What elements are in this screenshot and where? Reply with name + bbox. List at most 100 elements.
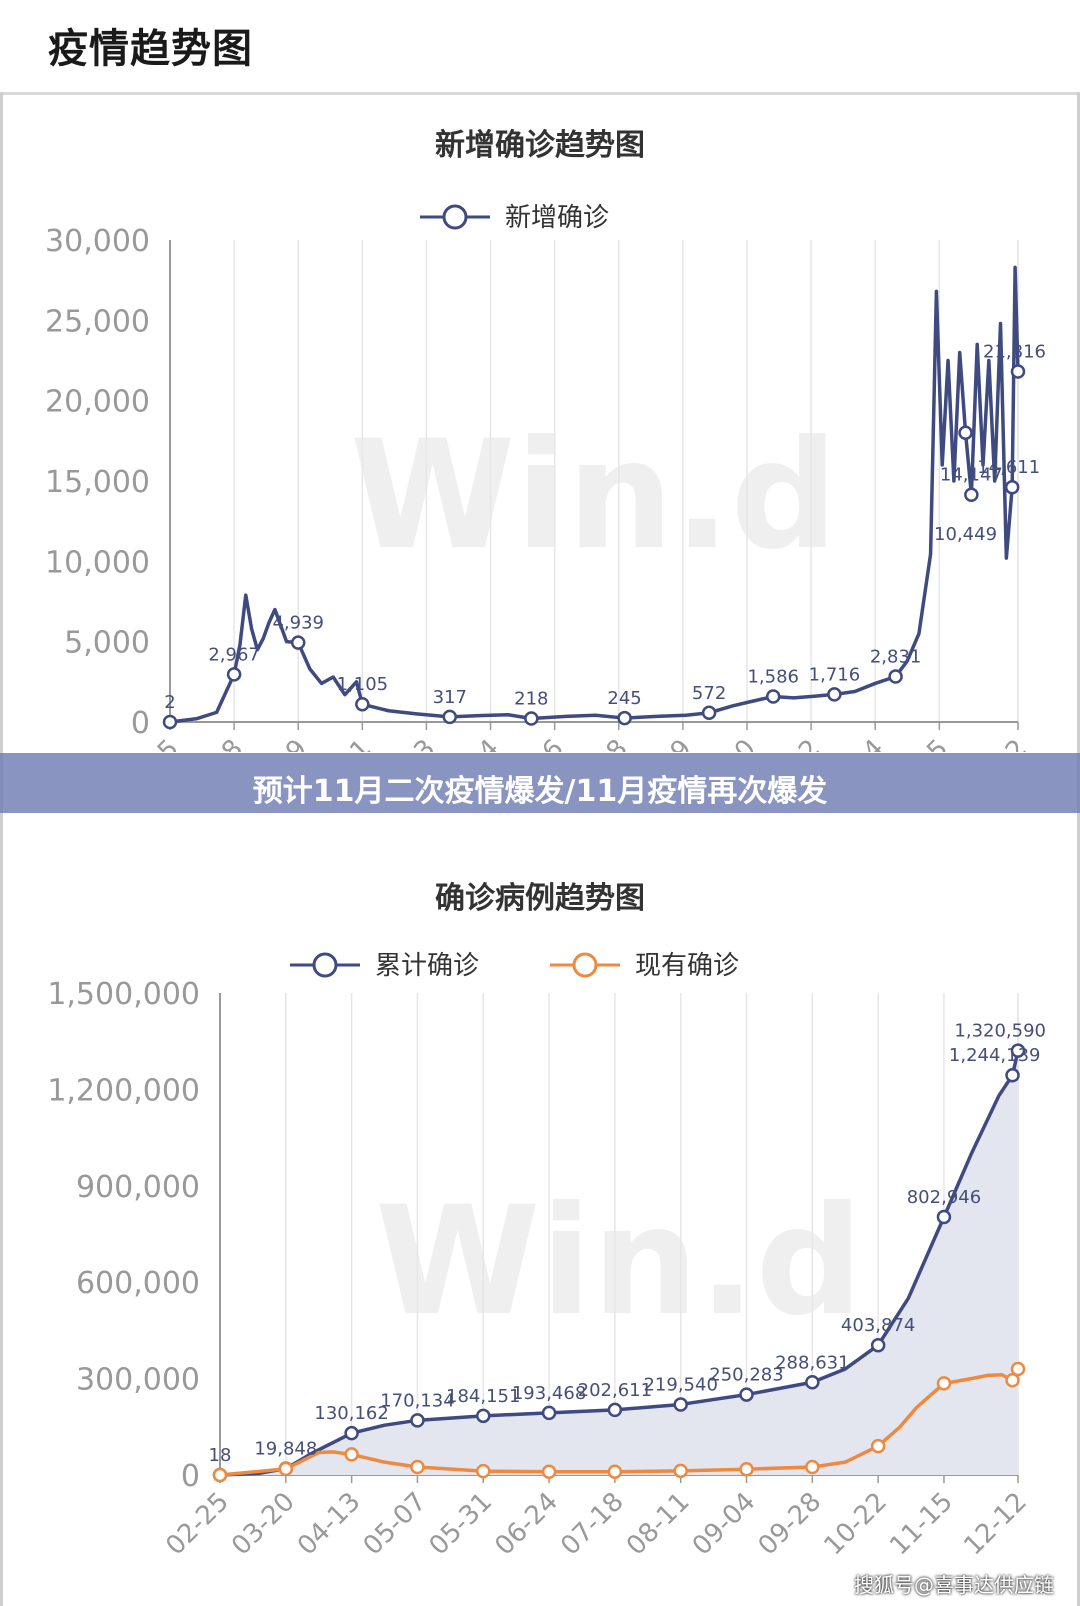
data-point	[765, 689, 781, 704]
data-point	[1004, 479, 1020, 495]
data-point	[290, 635, 306, 650]
data-label: 288,631	[775, 1352, 849, 1373]
data-label: 218	[514, 688, 548, 709]
data-label: 18	[209, 1445, 232, 1466]
y-tick-label: 0	[181, 1459, 200, 1494]
data-point	[673, 1397, 688, 1412]
x-tick-label: 05-01	[303, 734, 378, 752]
data-point	[410, 1459, 425, 1475]
legend-item: 累计确诊	[290, 951, 479, 981]
page-title: 疫情趋势图	[48, 26, 253, 72]
data-point	[344, 1425, 359, 1441]
data-point	[870, 1438, 886, 1454]
x-tick-label: 09-28	[753, 1487, 828, 1562]
data-point	[673, 1463, 688, 1479]
data-point	[607, 1464, 623, 1480]
data-point	[162, 714, 178, 730]
frame-left-border	[0, 92, 3, 1606]
data-point	[541, 1464, 557, 1480]
y-tick-label: 25,000	[45, 304, 150, 339]
data-point	[442, 709, 458, 725]
data-label: 4,939	[272, 613, 324, 634]
data-point	[964, 487, 979, 502]
y-tick-label: 600,000	[76, 1266, 200, 1301]
legend-marker	[442, 204, 468, 230]
x-tick-label: 09-10	[687, 734, 762, 752]
x-tick-label: 08-19	[623, 734, 698, 752]
y-tick-label: 0	[131, 706, 150, 741]
data-point	[870, 1337, 886, 1353]
y-tick-label: 15,000	[45, 465, 150, 500]
data-label: 19,848	[254, 1439, 317, 1460]
legend-label: 现有确诊	[635, 951, 739, 981]
data-point	[355, 696, 370, 712]
data-point	[1010, 364, 1026, 379]
y-tick-label: 1,500,000	[47, 977, 200, 1012]
new-cases-chart: Win.d新增确诊趋势图新增确诊02-2503-1804-0905-0105-2…	[45, 128, 1046, 752]
x-tick-label: 04-13	[292, 1487, 367, 1562]
data-point	[739, 1461, 754, 1477]
y-tick-label: 5,000	[64, 626, 150, 661]
y-tick-label: 30,000	[45, 224, 150, 259]
x-tick-label: 09-04	[687, 1487, 762, 1562]
data-point	[1005, 1372, 1020, 1388]
x-tick-label: 03-20	[226, 1487, 301, 1562]
headline-banner: 预计11月二次疫情爆发/11月疫情再次爆发	[0, 753, 1080, 813]
data-label: 14,611	[977, 457, 1040, 478]
x-tick-label: 11-15	[880, 734, 955, 752]
watermark-text: Win.d	[375, 1175, 863, 1349]
x-tick-label: 06-14	[431, 734, 506, 752]
x-tick-label: 07-06	[495, 734, 570, 752]
x-tick-label: 05-31	[424, 1487, 499, 1562]
data-label: 802,946	[907, 1187, 981, 1208]
data-label: 130,162	[314, 1403, 388, 1424]
series-area	[220, 1050, 1018, 1475]
x-tick-label: 07-28	[559, 734, 634, 752]
page-header: 疫情趋势图	[0, 0, 1080, 95]
y-tick-label: 1,200,000	[47, 1073, 200, 1108]
y-tick-label: 900,000	[76, 1170, 200, 1205]
x-tick-label: 10-24	[816, 734, 891, 752]
y-tick-label: 20,000	[45, 385, 150, 420]
legend-label: 新增确诊	[505, 203, 609, 233]
data-label: 21,816	[983, 341, 1046, 362]
data-label: 219,540	[643, 1374, 717, 1395]
data-point	[541, 1405, 557, 1421]
data-point	[278, 1461, 294, 1477]
data-point	[212, 1467, 228, 1483]
data-point	[410, 1413, 425, 1428]
legend-marker	[572, 952, 598, 978]
data-label: 1,716	[809, 664, 861, 685]
data-label: 14,147	[940, 465, 1003, 486]
data-label: 1,586	[747, 667, 799, 688]
x-tick-label: 05-07	[358, 1487, 433, 1562]
data-label: 2,967	[208, 644, 260, 665]
data-label: 2	[164, 692, 175, 713]
x-tick-label: 10-22	[818, 1487, 893, 1562]
data-label: 193,468	[512, 1383, 586, 1404]
data-label: 2,831	[870, 647, 922, 668]
y-tick-label: 300,000	[76, 1363, 200, 1398]
headline-text: 预计11月二次疫情爆发/11月疫情再次爆发	[252, 774, 828, 809]
data-label: 1,105	[337, 674, 389, 695]
legend-marker	[312, 952, 338, 978]
x-tick-label: 12-12	[958, 1487, 1033, 1562]
source-credit: 搜狐号@喜事达供应链	[854, 1573, 1054, 1597]
data-point	[888, 669, 903, 684]
data-point	[805, 1375, 820, 1390]
data-label: 1,244,139	[949, 1045, 1041, 1066]
data-label: 184,151	[446, 1386, 520, 1407]
legend-label: 累计确诊	[375, 951, 479, 981]
data-label: 170,134	[380, 1390, 454, 1411]
data-point	[1010, 1043, 1026, 1058]
data-label: 250,283	[709, 1365, 783, 1386]
data-point	[476, 1463, 491, 1479]
data-point	[805, 1459, 820, 1475]
data-point	[226, 667, 242, 682]
data-label: 202,611	[578, 1380, 652, 1401]
data-point	[701, 705, 717, 721]
data-point	[524, 711, 539, 726]
x-tick-label: 02-25	[160, 1487, 235, 1562]
x-tick-label: 11-15	[884, 1487, 959, 1562]
